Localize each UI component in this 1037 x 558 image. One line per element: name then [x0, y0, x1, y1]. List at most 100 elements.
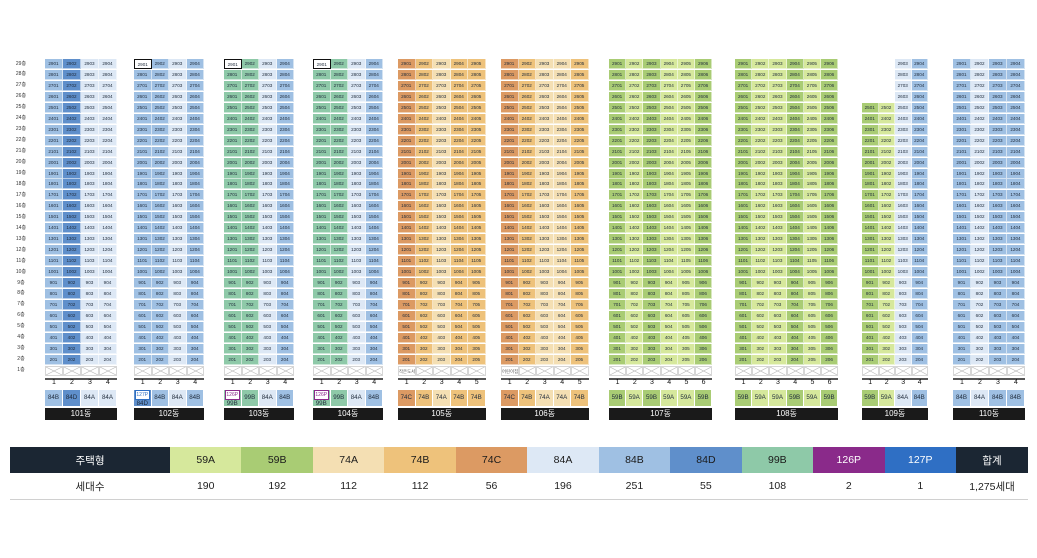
unit-cell: 1705 — [468, 190, 486, 201]
unit-cell: 2102 — [151, 146, 169, 157]
unit-cell: 2605 — [803, 91, 821, 102]
unit-cell: 1503 — [989, 212, 1007, 223]
unit-cell: 403 — [769, 332, 787, 343]
unit-cell: 1801 — [953, 179, 971, 190]
unit-cell: 1201 — [398, 245, 416, 256]
unit-cell: 1404 — [660, 223, 678, 234]
unit-cell: 2702 — [330, 80, 348, 91]
unit-cell: 2602 — [971, 91, 989, 102]
empty-ground-cell — [313, 365, 331, 376]
unit-cell: 1501 — [862, 212, 879, 223]
unit-cell: 703 — [169, 299, 187, 310]
unit-cell: 2403 — [895, 113, 912, 124]
unit-cell: 1105 — [803, 256, 821, 267]
unit-cell: 2703 — [433, 80, 451, 91]
unit-cell: 2401 — [134, 113, 152, 124]
unit-cell: 2103 — [259, 146, 277, 157]
unit-cell: 1702 — [415, 190, 433, 201]
unit-cell: 2205 — [571, 135, 589, 146]
unit-cell: 2601 — [224, 91, 242, 102]
floor-label: 18층 — [15, 180, 27, 187]
unit-cell: 704 — [1007, 299, 1025, 310]
unit-cell: 503 — [169, 321, 187, 332]
unit-cell: 1301 — [45, 234, 63, 245]
unit-cell: 1606 — [821, 201, 839, 212]
unit-cell: 603 — [643, 310, 661, 321]
unit-cell: 2004 — [186, 157, 204, 168]
unit-cell: 701 — [45, 299, 63, 310]
unit-cell: 2101 — [735, 146, 753, 157]
unit-cell: 2004 — [911, 157, 928, 168]
unit-cell: 802 — [330, 288, 348, 299]
unit-cell: 2902 — [626, 59, 644, 69]
unit-cell: 1203 — [81, 245, 99, 256]
unit-cell: 505 — [468, 321, 486, 332]
line-number: 2 — [978, 379, 982, 386]
unit-cell: 2404 — [365, 113, 383, 124]
unit-cell: 1504 — [99, 212, 117, 223]
unit-cell: 1406 — [695, 223, 713, 234]
unit-cell: 1502 — [241, 212, 259, 223]
unit-cell: 601 — [862, 310, 879, 321]
unit-cell: 2802 — [626, 69, 644, 80]
unit-cell: 403 — [433, 332, 451, 343]
floor-label: 3층 — [17, 345, 25, 352]
building-name: 107동 — [609, 408, 713, 420]
unit-cell: 1001 — [313, 267, 331, 278]
unit-cell: 2704 — [911, 80, 928, 91]
unit-cell: 2101 — [953, 146, 971, 157]
unit-cell: 1802 — [151, 179, 169, 190]
unit-cell: 1102 — [518, 256, 536, 267]
unit-cell: 2502 — [626, 102, 644, 113]
unit-cell: 601 — [501, 310, 519, 321]
unit-cell: 301 — [501, 343, 519, 354]
unit-cell: 302 — [241, 343, 259, 354]
summary-header-row: 주택형 59A 59B 74A 74B 74C 84A 84B 84D 99B … — [10, 447, 1028, 473]
unit-cell: 1404 — [99, 223, 117, 234]
empty-ground-cell — [769, 365, 787, 376]
unit-cell: 204 — [276, 354, 294, 365]
unit-cell: 501 — [45, 321, 63, 332]
type-cell: 74A — [312, 447, 385, 473]
unit-cell: 2804 — [99, 69, 117, 80]
unit-cell: 1004 — [186, 267, 204, 278]
unit-cell: 1502 — [330, 212, 348, 223]
unit-cell: 802 — [752, 288, 770, 299]
unit-cell: 2702 — [626, 80, 644, 91]
unit-cell: 2504 — [911, 102, 928, 113]
unit-cell: 2103 — [348, 146, 366, 157]
unit-cell: 1305 — [571, 234, 589, 245]
unit-cell: 2201 — [862, 135, 879, 146]
unit-cell: 2304 — [450, 124, 468, 135]
unit-cell: 706 — [695, 299, 713, 310]
unit-cell: 2204 — [99, 135, 117, 146]
unit-cell: 2401 — [862, 113, 879, 124]
unit-cell: 2801 — [953, 69, 971, 80]
line-number: 1 — [868, 379, 873, 386]
floor-label: 28층 — [15, 71, 27, 78]
unit-cell: 904 — [553, 278, 571, 288]
unit-cell: 1303 — [259, 234, 277, 245]
unit-cell: 2801 — [609, 69, 627, 80]
line-number: 5 — [474, 379, 479, 386]
unit-cell: 1504 — [1007, 212, 1025, 223]
unit-cell: 2004 — [660, 157, 678, 168]
unit-cell: 1804 — [450, 179, 468, 190]
unit-cell: 1301 — [134, 234, 152, 245]
unit-cell: 2205 — [803, 135, 821, 146]
unit-cell: 701 — [609, 299, 627, 310]
unit-cell: 303 — [259, 343, 277, 354]
unit-cell: 2605 — [677, 91, 695, 102]
unit-cell: 2401 — [501, 113, 519, 124]
unit-cell: 306 — [821, 343, 839, 354]
empty-ground-cell — [276, 365, 294, 376]
unit-cell: 1001 — [735, 267, 753, 278]
unit-cell: 2101 — [609, 146, 627, 157]
unit-cell: 1202 — [241, 245, 259, 256]
unit-cell: 2601 — [134, 91, 152, 102]
unit-cell: 2503 — [433, 102, 451, 113]
unit-cell: 2706 — [695, 80, 713, 91]
unit-cell: 2702 — [415, 80, 433, 91]
unit-cell: 2902 — [971, 59, 989, 69]
unit-cell: 803 — [989, 288, 1007, 299]
